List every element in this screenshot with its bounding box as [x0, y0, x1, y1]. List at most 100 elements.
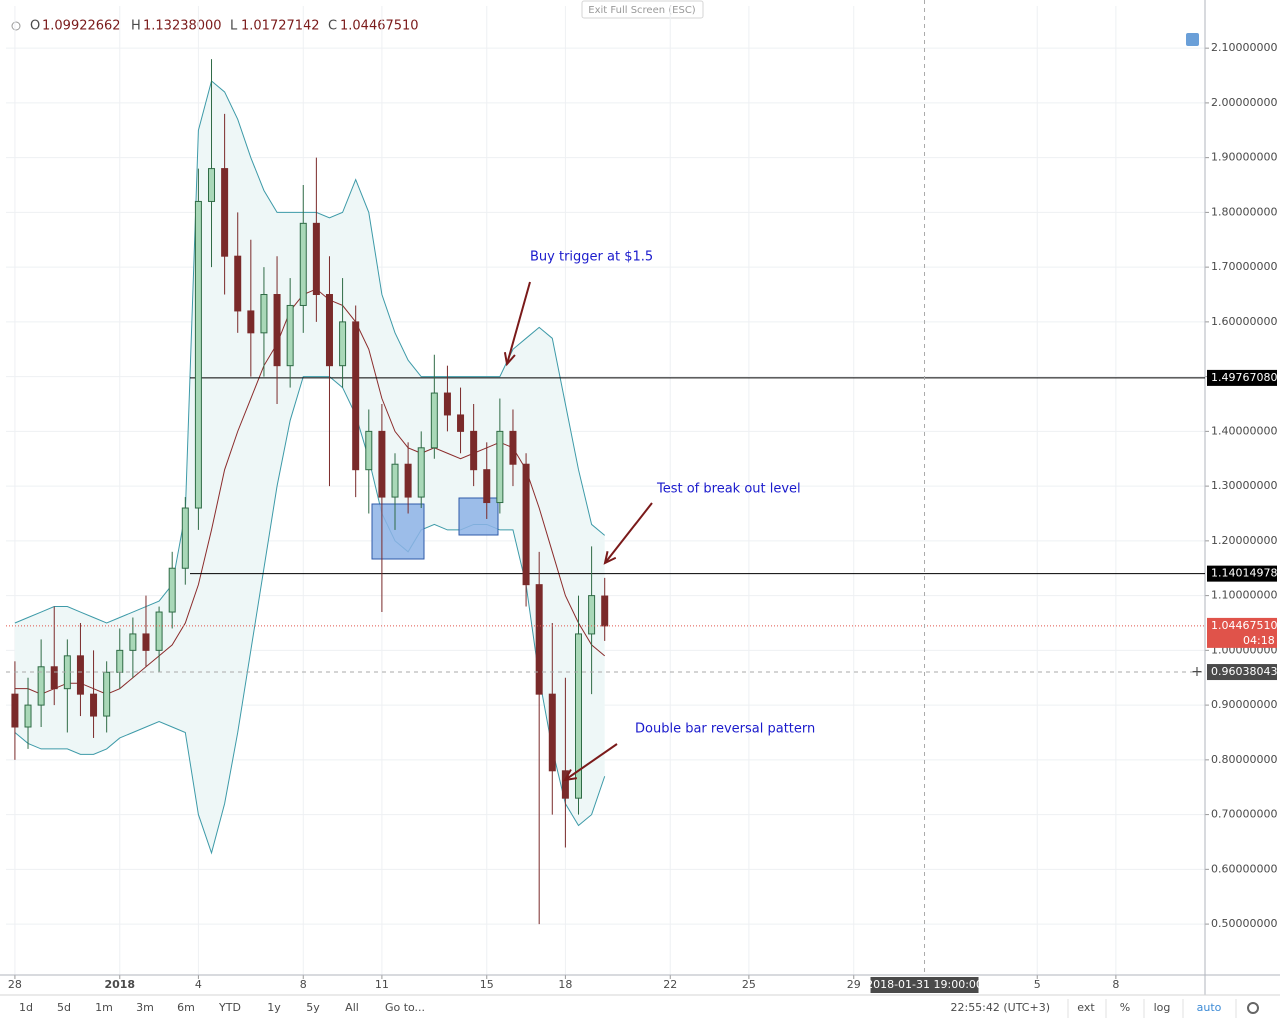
- highlight-box: [371, 503, 425, 560]
- y-tick-label: 2.10000000: [1211, 41, 1277, 54]
- option-button[interactable]: %: [1120, 1001, 1130, 1014]
- goto-button[interactable]: Go to...: [385, 1001, 425, 1014]
- y-tick-label: 0.90000000: [1211, 698, 1277, 711]
- x-tick-label: 4: [195, 978, 202, 991]
- option-button[interactable]: ext: [1077, 1001, 1095, 1014]
- arrow-head: [603, 551, 617, 565]
- y-tick-label: 1.40000000: [1211, 424, 1277, 437]
- candle-body: [247, 310, 255, 334]
- option-button[interactable]: log: [1154, 1001, 1171, 1014]
- countdown: 04:18: [1243, 634, 1275, 647]
- header-l: 1.01727142: [241, 19, 320, 34]
- arrow-head: [503, 352, 516, 367]
- x-tick-label: 5: [1034, 978, 1041, 991]
- settings-button[interactable]: [1247, 1002, 1259, 1014]
- x-tick-label: 11: [375, 978, 389, 991]
- option-button[interactable]: auto: [1197, 1001, 1222, 1014]
- range-button[interactable]: 6m: [177, 1001, 195, 1014]
- annotation: Test of break out level: [656, 482, 801, 497]
- level-label-box: [1207, 565, 1277, 582]
- candle-body: [103, 671, 111, 717]
- range-button[interactable]: 1m: [95, 1001, 113, 1014]
- candle-body: [24, 704, 32, 728]
- x-tick-label: 28: [8, 978, 22, 991]
- x-tick-label: 29: [847, 978, 861, 991]
- arrow-head: [563, 769, 578, 782]
- candle-body: [509, 430, 517, 465]
- band-middle: [14, 288, 606, 695]
- crosshair-y-label: 0.96038043: [1211, 665, 1277, 678]
- header-o-label: O: [30, 19, 40, 34]
- last-price-label: 1.04467510: [1211, 619, 1277, 632]
- candle-body: [312, 222, 320, 296]
- candle-body: [391, 463, 399, 498]
- candle-body: [208, 168, 216, 202]
- candle-body: [221, 168, 229, 257]
- y-tick-label: 1.20000000: [1211, 534, 1277, 547]
- y-tick-label: 0.80000000: [1211, 753, 1277, 766]
- y-tick-label: 1.10000000: [1211, 589, 1277, 602]
- y-tick-label: 1.90000000: [1211, 151, 1277, 164]
- range-button[interactable]: 1y: [267, 1001, 281, 1014]
- range-button[interactable]: All: [345, 1001, 359, 1014]
- y-tick-label: 0.50000000: [1211, 917, 1277, 930]
- x-tick-label: 22: [663, 978, 677, 991]
- candle-body: [522, 463, 530, 586]
- range-button[interactable]: 5y: [306, 1001, 320, 1014]
- candle-body: [378, 430, 386, 498]
- x-tick-label: 8: [300, 978, 307, 991]
- candle-body: [352, 321, 360, 471]
- candle-body: [37, 666, 45, 706]
- range-button[interactable]: YTD: [218, 1001, 241, 1014]
- crosshair-x-label: 2018-01-31 19:00:00: [866, 978, 983, 991]
- header-c-label: C: [328, 19, 337, 34]
- level-label-box: [1207, 369, 1277, 386]
- annotation: Double bar reversal pattern: [635, 722, 815, 737]
- range-button[interactable]: 1d: [19, 1001, 33, 1014]
- range-button[interactable]: 3m: [136, 1001, 154, 1014]
- crosshair-plus: +: [1191, 664, 1203, 680]
- exit-fullscreen-label[interactable]: Exit Full Screen (ESC): [588, 5, 696, 16]
- candle-body: [286, 304, 294, 367]
- exit-fullscreen-button[interactable]: [581, 0, 704, 19]
- y-tick-label: 1.60000000: [1211, 315, 1277, 328]
- level-label: 1.14014978: [1211, 567, 1277, 580]
- scale-icon[interactable]: [1186, 33, 1199, 46]
- candle-body: [234, 255, 242, 312]
- candle-body: [496, 430, 504, 504]
- candle-body: [325, 294, 333, 367]
- candle-body: [443, 392, 451, 416]
- candle-body: [601, 595, 609, 627]
- level-label: 1.49767080: [1211, 371, 1277, 384]
- candle-body: [90, 693, 98, 717]
- candle-body: [430, 392, 438, 449]
- candle-body: [260, 294, 268, 334]
- band-fill: [14, 81, 605, 853]
- header-h-label: H: [131, 19, 141, 34]
- y-tick-label: 1.70000000: [1211, 260, 1277, 273]
- arrow: [564, 743, 618, 781]
- series-icon[interactable]: [11, 21, 21, 31]
- y-tick-label: 2.00000000: [1211, 96, 1277, 109]
- arrow: [506, 281, 531, 365]
- range-button[interactable]: 5d: [57, 1001, 71, 1014]
- highlight-box: [458, 497, 499, 536]
- candle-body: [457, 414, 465, 432]
- candle-body: [11, 693, 19, 728]
- header-h: 1.13238000: [143, 19, 222, 34]
- y-tick-label: 1.30000000: [1211, 479, 1277, 492]
- candle-body: [168, 567, 176, 613]
- x-tick-label: 25: [742, 978, 756, 991]
- header-c: 1.04467510: [340, 19, 419, 34]
- y-tick-label: 0.60000000: [1211, 862, 1277, 875]
- y-tick-label: 1.80000000: [1211, 205, 1277, 218]
- x-tick-label: 15: [480, 978, 494, 991]
- candle-body: [116, 649, 124, 673]
- x-tick-label: 2018: [104, 978, 135, 991]
- candle-body: [575, 633, 583, 799]
- candle-body: [76, 655, 84, 695]
- candle-body: [470, 430, 478, 471]
- candle-body: [535, 584, 543, 695]
